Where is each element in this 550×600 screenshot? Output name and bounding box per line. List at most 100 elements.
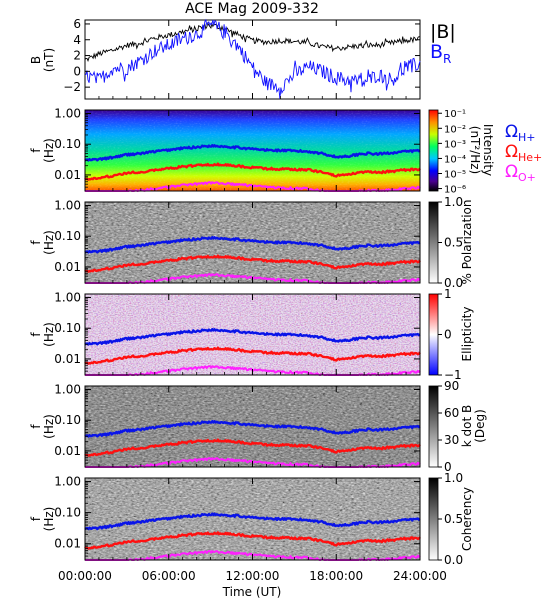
mag-y-axis: 6 4 20 −2 — [63, 17, 420, 94]
frequency-axes: 1.000.100.01f (Hz)1.000.100.01f (Hz)1.000.… — [29, 107, 420, 561]
freq-tick-label: 0.01 — [54, 444, 81, 458]
series-b-radial — [84, 18, 421, 100]
polarization-colorbar — [428, 201, 439, 284]
freq-tick-label: 1.00 — [54, 291, 81, 305]
freq-tick-label: 1.00 — [54, 199, 81, 213]
legend-omega-o: ΩO+ — [505, 162, 536, 184]
time-tick-label: 18:00:00 — [309, 569, 363, 583]
mag-ytick-label: 0 — [73, 64, 81, 78]
coherency-texture — [85, 478, 420, 560]
freq-tick-label: 0.01 — [54, 537, 81, 551]
ellipticity-colorbar — [428, 293, 439, 376]
curve-omega-he — [84, 438, 421, 457]
curve-omega-h — [84, 236, 421, 254]
curve-omega-he — [84, 346, 421, 365]
time-tick-label: 24:00:00 — [393, 569, 447, 583]
kdotb-panel: 90 60 30 0 k dot B (Deg) — [84, 379, 487, 474]
freq-ylabel: f — [29, 148, 43, 153]
freq-ylabel: f — [29, 424, 43, 429]
polarization-texture — [85, 202, 420, 283]
freq-ylabel-unit: (Hz) — [42, 230, 56, 255]
cbar-tick-label: 10⁻² — [444, 124, 466, 135]
polarization-panel: 1.0 0.5 0.0 % Polarization — [84, 195, 474, 290]
polarization-cbar-label: % Polarization — [460, 200, 474, 285]
curve-omega-he — [84, 254, 421, 273]
figure-title: ACE Mag 2009-332 — [185, 1, 319, 17]
cbar-tick-label: 0 — [444, 328, 452, 342]
mag-ytick-label: 6 — [73, 17, 81, 31]
kdotb-texture — [85, 386, 420, 467]
freq-tick-label: 0.10 — [54, 229, 81, 243]
freq-ylabel: f — [29, 240, 43, 245]
curve-omega-he — [84, 531, 421, 550]
freq-tick-label: 0.01 — [54, 352, 81, 366]
cbar-tick-label: 10⁻⁵ — [444, 170, 466, 181]
cbar-tick-label: 10⁻¹ — [444, 109, 466, 120]
cbar-tick-label: 0 — [444, 460, 452, 474]
mag-panel: 6 4 20 −2 B (nT) — [29, 17, 421, 100]
cbar-tick-label: 1.0 — [444, 471, 463, 485]
legend-b-magnitude: |B| — [430, 21, 456, 43]
time-tick-label: 12:00:00 — [226, 569, 280, 583]
cbar-tick-label: 10⁻³ — [444, 139, 466, 150]
spectrogram-panels: 10⁻¹ 10⁻² 10⁻³ 10⁻⁴ 10⁻⁵ 10⁻⁶ Intensity (nT²/… — [84, 109, 542, 567]
time-axis: 00:00:00 06:00:00 12:00:00 18:00:00 24:00:00 — [58, 20, 447, 583]
intensity-cbar-label: Intensity — [481, 124, 495, 176]
cbar-tick-label: 10⁻⁴ — [444, 154, 466, 165]
time-tick-label: 06:00:00 — [142, 569, 196, 583]
ellipticity-panel: 1 0 −1 Ellipticity — [84, 287, 474, 382]
coherency-colorbar — [428, 477, 439, 561]
time-tick-label: 00:00:00 — [58, 569, 112, 583]
freq-tick-label: 0.10 — [54, 137, 81, 151]
cbar-tick-label: 0.5 — [444, 236, 463, 250]
cbar-tick-label: 30 — [444, 433, 459, 447]
kdotb-colorbar — [428, 385, 439, 468]
curve-omega-h — [84, 420, 421, 438]
freq-tick-label: 1.00 — [54, 107, 81, 121]
mag-ylabel-unit: (nT) — [42, 48, 56, 72]
freq-tick-label: 0.10 — [54, 321, 81, 335]
cbar-tick-label: 0.5 — [444, 512, 463, 526]
mag-ytick-label: −2 — [63, 80, 81, 94]
mag-lines — [84, 18, 421, 100]
cbar-tick-label: 60 — [444, 406, 459, 420]
kdotb-cbar-unit: (Deg) — [473, 409, 487, 443]
freq-tick-label: 1.00 — [54, 475, 81, 489]
curve-omega-h — [84, 144, 421, 162]
kdotb-cbar-label: k dot B — [460, 405, 474, 447]
cbar-tick-label: 1 — [444, 287, 452, 301]
curve-omega-he — [84, 162, 421, 181]
freq-tick-label: 0.01 — [54, 168, 81, 182]
cbar-tick-label: 1.0 — [444, 195, 463, 209]
freq-tick-label: 1.00 — [54, 383, 81, 397]
coherency-cbar-label: Coherency — [460, 487, 474, 551]
cbar-tick-label: 10⁻⁶ — [444, 185, 466, 196]
cbar-tick-label: −1 — [444, 368, 462, 382]
cbar-tick-label: 0.0 — [444, 553, 463, 567]
mag-ytick-label: 4 — [73, 33, 81, 47]
freq-ylabel: f — [29, 332, 43, 337]
cbar-tick-label: 90 — [444, 379, 459, 393]
coherency-panel: 1.0 0.5 0.0 Coherency — [84, 471, 474, 567]
legend-omega-he: ΩHe+ — [505, 142, 542, 164]
mag-frame — [84, 19, 421, 100]
freq-ylabel: f — [29, 516, 43, 521]
legend-b-radial: BR — [430, 41, 451, 66]
freq-ylabel-unit: (Hz) — [42, 414, 56, 439]
ellipticity-texture — [85, 294, 420, 375]
cbar-tick-label: 0.0 — [444, 276, 463, 290]
intensity-colorbar — [428, 109, 439, 192]
freq-tick-label: 0.01 — [54, 260, 81, 274]
freq-tick-label: 0.10 — [54, 506, 81, 520]
freq-ylabel-unit: (Hz) — [42, 322, 56, 347]
mag-ylabel-b: B — [29, 56, 43, 64]
x-axis-label: Time (UT) — [222, 585, 282, 599]
intensity-panel: 10⁻¹ 10⁻² 10⁻³ 10⁻⁴ 10⁻⁵ 10⁻⁶ Intensity (nT²/… — [84, 109, 542, 196]
intensity-texture — [85, 110, 420, 191]
intensity-cbar-unit: (nT²/Hz) — [468, 126, 482, 174]
mag-ytick-label: 2 — [73, 49, 81, 63]
series-b-magnitude — [84, 21, 421, 62]
freq-tick-label: 0.10 — [54, 413, 81, 427]
freq-ylabel-unit: (Hz) — [42, 138, 56, 163]
